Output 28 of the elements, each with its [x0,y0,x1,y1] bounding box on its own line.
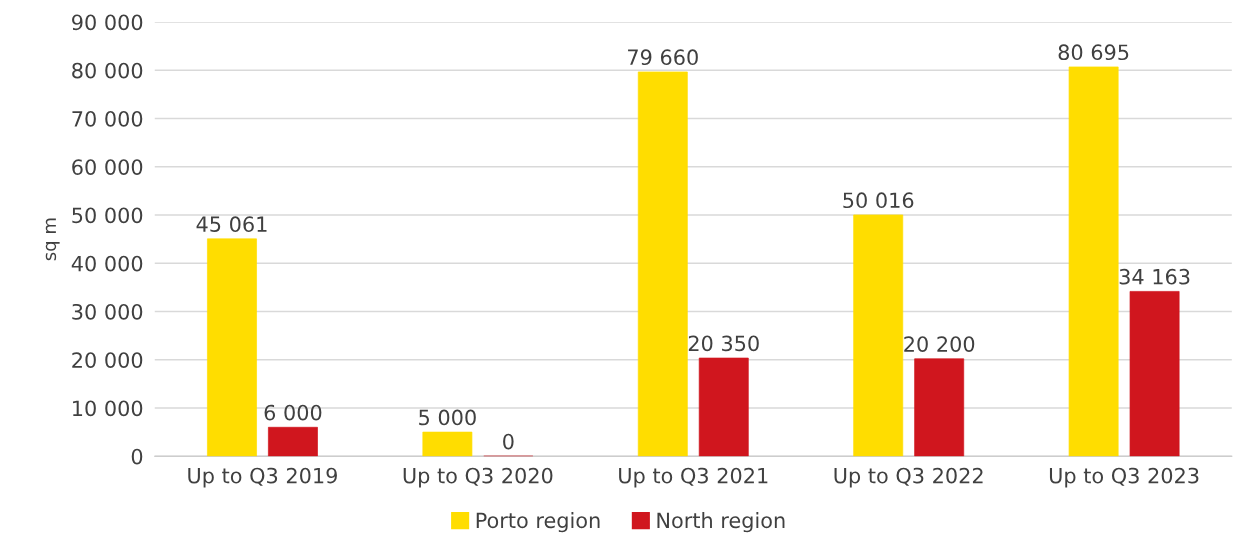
data-label: 5 000 [419,409,476,426]
x-tick-label: Up to Q3 2020 [403,467,553,488]
data-label: 20 350 [688,335,759,352]
y-axis-title: sq m [45,218,60,261]
data-label: 79 660 [628,49,698,66]
data-label: 6 000 [264,404,322,421]
x-tick-label: Up to Q3 2023 [1049,467,1199,488]
y-tick-label: 70 000 [72,110,143,127]
data-label: 45 061 [196,216,267,233]
x-tick-label: Up to Q3 2021 [619,467,768,488]
legend-label: Porto region [476,512,600,533]
data-label: 34 163 [1119,268,1190,285]
data-label: 0 [503,433,514,450]
data-label: 20 200 [904,336,975,352]
y-tick-label: 60 000 [72,159,143,175]
y-tick-label: 50 000 [72,207,143,224]
y-tick-label: 90 000 [72,14,143,31]
x-tick-label: Up to Q3 2022 [834,467,983,488]
y-tick-label: 80 000 [72,62,143,79]
data-label: 50 016 [843,192,914,209]
y-tick-label: 40 000 [71,255,143,272]
data-label: 80 695 [1058,44,1129,61]
x-tick-label: Up to Q3 2019 [188,467,337,488]
y-tick-label: 20 000 [72,352,143,368]
y-tick-label: 10 000 [73,400,143,417]
y-tick-label: 0 [131,448,143,465]
y-tick-label: 30 000 [72,303,143,320]
legend-label: North region [657,512,785,533]
